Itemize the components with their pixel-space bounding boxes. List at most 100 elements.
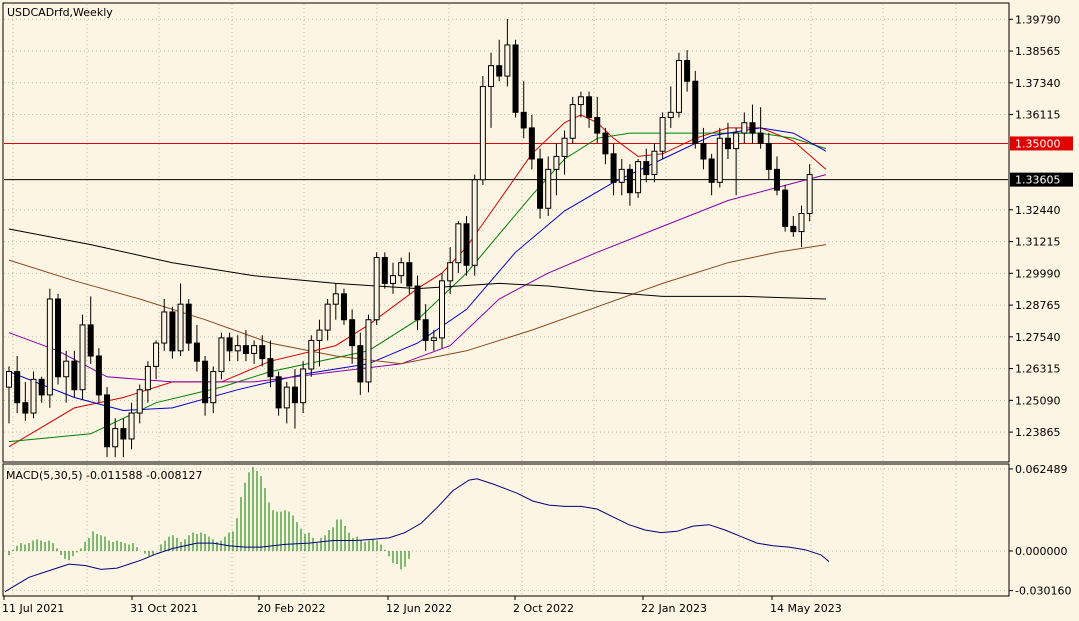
candle — [398, 257, 405, 284]
candle — [708, 153, 715, 196]
candle-body — [773, 168, 780, 191]
candle — [716, 127, 723, 188]
candle-body — [332, 293, 339, 305]
price-tick-label: 1.39790 — [1015, 13, 1061, 26]
candle — [153, 340, 160, 380]
candle — [193, 324, 200, 372]
candle-body — [520, 111, 527, 129]
time-tick-label: 2 Oct 2022 — [513, 602, 574, 615]
candle-body — [708, 158, 715, 183]
candle-body — [537, 158, 544, 209]
candle — [177, 283, 184, 357]
candle — [357, 332, 364, 395]
candle — [226, 332, 233, 362]
candle-body — [471, 179, 478, 266]
candle-body — [765, 142, 772, 170]
candle — [782, 184, 789, 232]
candle-body — [798, 212, 805, 233]
candle — [373, 252, 380, 325]
candle-body — [724, 137, 731, 150]
candle-body — [104, 394, 111, 448]
candle — [806, 164, 813, 222]
candle-body — [259, 345, 266, 360]
candle-body — [365, 319, 372, 383]
candle-body — [651, 150, 658, 176]
candle — [594, 96, 601, 144]
candle — [120, 418, 127, 458]
candle-body — [373, 257, 380, 321]
macd-tick-label: 0.062489 — [1015, 463, 1068, 476]
candle — [63, 350, 70, 403]
candle-body — [594, 117, 601, 134]
candle — [537, 148, 544, 219]
candle — [406, 252, 413, 294]
candle-body — [422, 319, 429, 341]
candle-body — [439, 280, 446, 339]
candle-body — [120, 428, 127, 440]
candle-body — [128, 412, 135, 440]
candle-body — [87, 324, 94, 357]
candle-body — [349, 319, 356, 347]
candle-body — [112, 428, 119, 448]
price-tick-label: 1.27540 — [1015, 331, 1061, 344]
candle-body — [406, 262, 413, 287]
candle — [439, 273, 446, 349]
price-level-tag-box — [1010, 172, 1073, 187]
candle — [798, 205, 805, 248]
candle — [340, 288, 347, 325]
time-tick-label: 11 Jul 2021 — [2, 602, 64, 615]
candle — [169, 306, 176, 359]
candle-body — [300, 368, 307, 404]
candle-body — [806, 174, 813, 214]
candle — [22, 381, 29, 421]
candle — [210, 366, 217, 414]
candle — [324, 298, 331, 341]
price-panel[interactable]: USDCADrfd,Weekly — [2, 2, 1010, 463]
candle — [463, 216, 470, 276]
candle-body — [430, 337, 437, 341]
candle — [316, 319, 323, 367]
candle — [144, 361, 151, 403]
candle — [692, 70, 699, 149]
candle — [349, 309, 356, 364]
candle-body — [202, 360, 209, 404]
macd-panel[interactable]: MACD(5,30,5) -0.011588 -0.008127 — [2, 463, 1010, 597]
candles — [6, 19, 813, 458]
candle-body — [692, 80, 699, 144]
candle — [332, 283, 339, 320]
candle-body — [242, 345, 249, 354]
time-axis: 11 Jul 2021 31 Oct 2021 20 Feb 2022 12 Jun … — [2, 596, 842, 615]
candle — [520, 81, 527, 139]
candle-body — [324, 303, 331, 331]
candle — [308, 335, 315, 377]
candle — [741, 112, 748, 144]
candle-body — [635, 161, 642, 194]
candle — [675, 52, 682, 118]
candle-body — [643, 161, 650, 176]
candle — [773, 156, 780, 196]
macd-tick-label: -0.030160 — [1015, 585, 1071, 598]
candle — [667, 86, 674, 128]
macd-tick-label: 0.000000 — [1015, 545, 1068, 558]
candle — [479, 76, 486, 185]
price-axis: 1.39790 1.38565 1.37340 1.36115 1.32440 1.312… — [1009, 13, 1073, 439]
candle — [202, 356, 209, 416]
candle-body — [504, 44, 511, 77]
candle-body — [14, 371, 21, 404]
candle-body — [6, 371, 12, 388]
candle-body — [602, 132, 609, 155]
candle-body — [251, 345, 258, 354]
candle — [136, 384, 143, 424]
candle-body — [22, 402, 29, 414]
candle — [724, 122, 731, 160]
candle — [733, 127, 740, 196]
candle-body — [357, 345, 364, 383]
candle-body — [153, 342, 160, 367]
candle-body — [447, 262, 454, 282]
moving-average-line — [8, 132, 827, 443]
price-level-tag-label: 1.35000 — [1015, 137, 1061, 150]
candle-body — [144, 365, 151, 391]
candle-body — [340, 293, 347, 321]
candle — [496, 39, 503, 82]
price-level-tag-label: 1.33605 — [1015, 174, 1061, 187]
